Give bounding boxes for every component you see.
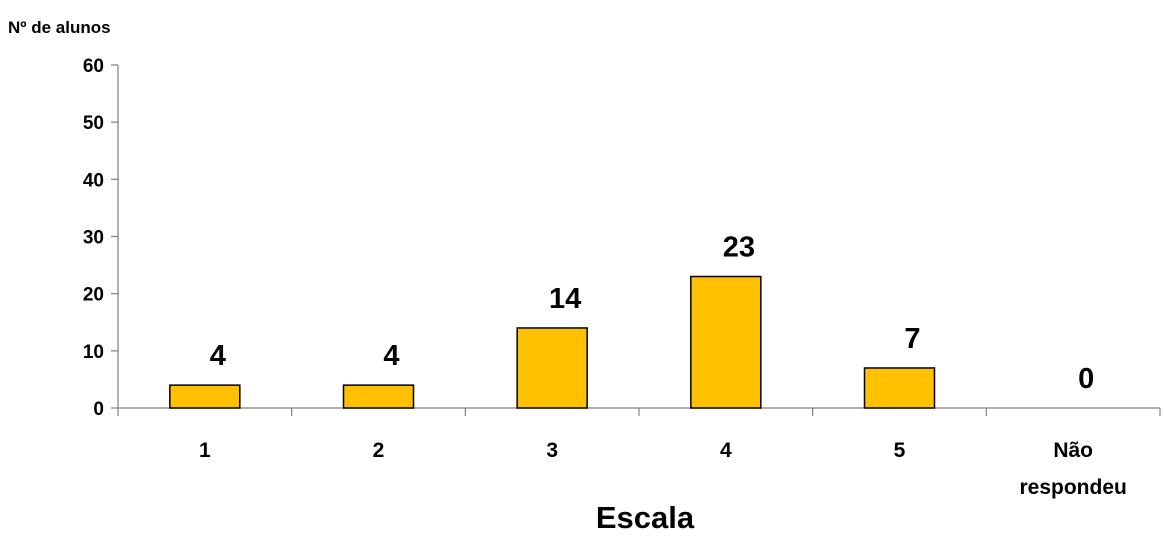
x-tick-label: 4 bbox=[720, 439, 732, 462]
bar bbox=[690, 275, 762, 409]
bar bbox=[169, 384, 241, 409]
y-tick-label: 60 bbox=[83, 56, 104, 77]
data-label: 0 bbox=[1078, 363, 1094, 395]
x-tick-label: 3 bbox=[546, 439, 558, 462]
data-label: 14 bbox=[549, 283, 581, 315]
y-tick-label: 10 bbox=[83, 342, 104, 363]
y-tick-label: 20 bbox=[83, 285, 104, 306]
x-tick-label: 1 bbox=[199, 439, 211, 462]
bar bbox=[342, 384, 415, 409]
x-tick-label: 2 bbox=[373, 439, 385, 462]
bar bbox=[863, 367, 936, 409]
x-tick-label: Não respondeu bbox=[1019, 439, 1126, 499]
y-tick-label: 0 bbox=[93, 399, 104, 420]
bars bbox=[169, 275, 936, 409]
y-tick-label: 30 bbox=[83, 228, 104, 249]
data-label: 7 bbox=[904, 323, 920, 355]
y-axis-label: Nº de alunos bbox=[8, 18, 111, 37]
data-label: 23 bbox=[723, 232, 755, 264]
x-tick-label: 5 bbox=[894, 439, 906, 462]
y-tick-label: 40 bbox=[83, 170, 104, 191]
bar bbox=[516, 327, 588, 409]
data-label: 4 bbox=[210, 340, 226, 372]
data-labels: 4 4 14 23 7 0 bbox=[210, 232, 1094, 395]
y-tick-label: 50 bbox=[83, 113, 104, 134]
x-axis-label: Escala bbox=[596, 500, 695, 535]
data-label: 4 bbox=[383, 340, 399, 372]
